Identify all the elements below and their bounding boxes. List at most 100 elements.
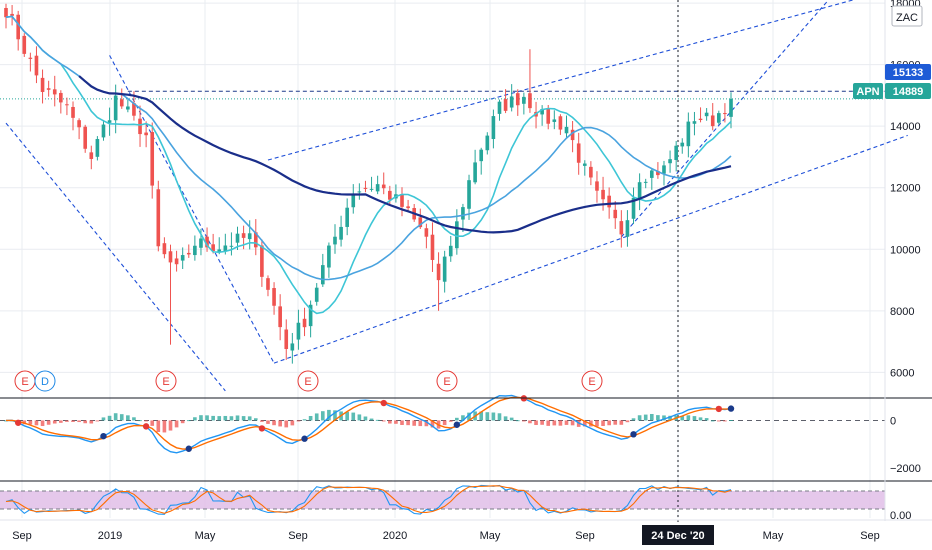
candle[interactable] xyxy=(637,173,642,211)
candle[interactable] xyxy=(156,180,161,252)
price-axis-layer[interactable]: 6000800010000120001400016000180000−20000… xyxy=(890,0,921,522)
candle[interactable] xyxy=(668,150,672,173)
candle[interactable] xyxy=(723,103,727,123)
candle[interactable] xyxy=(95,136,100,161)
candle[interactable] xyxy=(485,132,490,155)
candle[interactable] xyxy=(345,198,349,236)
candle[interactable] xyxy=(424,223,429,249)
candle[interactable] xyxy=(327,242,331,278)
candle[interactable] xyxy=(436,252,441,311)
candle[interactable] xyxy=(272,282,276,315)
candle[interactable] xyxy=(656,162,660,179)
candle[interactable] xyxy=(34,46,39,84)
candle[interactable] xyxy=(52,75,57,107)
earnings-marker[interactable]: E xyxy=(297,370,319,392)
candle[interactable] xyxy=(467,174,471,220)
earnings-marker[interactable]: E xyxy=(581,370,603,392)
candle[interactable] xyxy=(528,49,532,113)
candle[interactable] xyxy=(400,187,404,217)
candle[interactable] xyxy=(564,115,569,139)
candle[interactable] xyxy=(308,300,313,338)
candle[interactable] xyxy=(461,203,465,233)
candle[interactable] xyxy=(357,183,362,200)
trend-line[interactable] xyxy=(273,134,908,364)
candle[interactable] xyxy=(680,138,685,154)
candle[interactable] xyxy=(205,227,209,252)
candle[interactable] xyxy=(162,237,167,259)
earnings-marker[interactable]: E xyxy=(155,370,177,392)
candle[interactable] xyxy=(278,294,282,341)
candle[interactable] xyxy=(522,92,526,115)
candle[interactable] xyxy=(473,149,477,185)
candle[interactable] xyxy=(369,176,374,192)
candle[interactable] xyxy=(211,233,215,254)
candle[interactable] xyxy=(22,33,27,57)
candle[interactable] xyxy=(491,109,496,149)
time-axis-layer[interactable]: Sep 2019 May Sep 2020 May Sep May Sep xyxy=(12,530,880,542)
candle[interactable] xyxy=(253,219,258,256)
candle[interactable] xyxy=(448,235,453,262)
candle[interactable] xyxy=(65,97,69,116)
candle[interactable] xyxy=(107,107,112,136)
earnings-marker[interactable]: E xyxy=(14,370,36,392)
candle[interactable] xyxy=(595,171,599,203)
candle[interactable] xyxy=(582,160,587,176)
candle[interactable] xyxy=(558,114,563,135)
moving-average-line[interactable] xyxy=(78,75,732,234)
candle-layer[interactable] xyxy=(4,3,733,364)
candle[interactable] xyxy=(717,110,721,125)
candle[interactable] xyxy=(698,107,703,123)
candle[interactable] xyxy=(406,199,410,212)
candle[interactable] xyxy=(351,184,356,214)
stochastic-d-line[interactable] xyxy=(5,485,732,514)
candle[interactable] xyxy=(710,103,715,131)
candle[interactable] xyxy=(552,110,557,130)
candle[interactable] xyxy=(692,111,697,136)
candle[interactable] xyxy=(589,161,593,186)
candle[interactable] xyxy=(540,105,544,126)
candle[interactable] xyxy=(77,118,81,140)
candle[interactable] xyxy=(247,220,252,250)
candle[interactable] xyxy=(174,250,179,272)
macd-signal-line[interactable] xyxy=(6,396,732,450)
candle[interactable] xyxy=(515,89,520,116)
candle[interactable] xyxy=(619,210,624,248)
candle[interactable] xyxy=(193,235,197,261)
candle[interactable] xyxy=(649,168,654,190)
moving-average-line[interactable] xyxy=(5,15,732,315)
candle[interactable] xyxy=(229,232,234,256)
candle[interactable] xyxy=(662,160,666,186)
candle[interactable] xyxy=(89,145,94,170)
trend-line[interactable] xyxy=(267,0,853,161)
candle[interactable] xyxy=(59,90,63,114)
candle[interactable] xyxy=(28,52,33,72)
candle[interactable] xyxy=(284,319,289,360)
candle[interactable] xyxy=(625,210,630,247)
candle[interactable] xyxy=(46,80,51,97)
moving-average-line[interactable] xyxy=(5,15,732,281)
candle[interactable] xyxy=(314,283,319,306)
candle[interactable] xyxy=(150,122,155,199)
candle[interactable] xyxy=(643,178,648,189)
candle[interactable] xyxy=(217,237,222,255)
candle[interactable] xyxy=(363,180,368,193)
candle[interactable] xyxy=(375,175,380,195)
candle[interactable] xyxy=(302,307,307,337)
candle[interactable] xyxy=(186,244,191,258)
candle[interactable] xyxy=(10,5,14,26)
candle[interactable] xyxy=(686,112,691,158)
candle[interactable] xyxy=(631,187,636,224)
candle[interactable] xyxy=(296,309,301,350)
candle[interactable] xyxy=(266,275,270,297)
candle[interactable] xyxy=(503,89,508,114)
macd-line[interactable] xyxy=(5,394,732,454)
candle[interactable] xyxy=(144,121,148,148)
candle[interactable] xyxy=(180,247,185,269)
candle[interactable] xyxy=(333,224,337,254)
candle[interactable] xyxy=(381,172,386,195)
candle[interactable] xyxy=(674,140,678,172)
stochastic-layer[interactable] xyxy=(5,484,732,515)
